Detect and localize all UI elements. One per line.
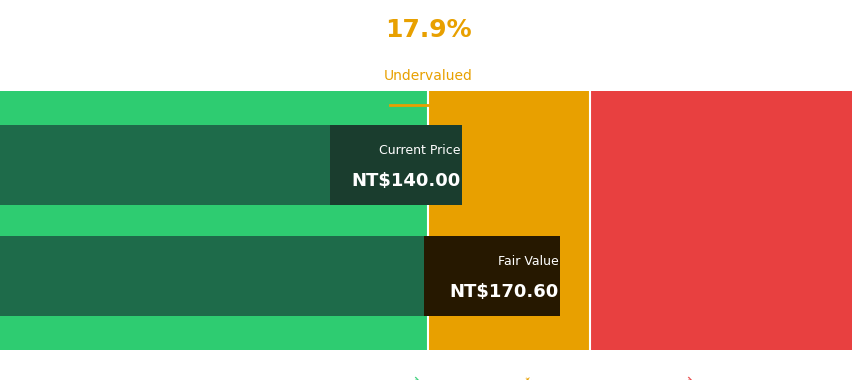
Text: Undervalued: Undervalued [383,69,472,83]
Bar [428,91,590,350]
Bar [423,236,560,316]
Bar [330,125,462,205]
Bar [0,125,428,205]
Text: Fair Value: Fair Value [498,255,558,268]
Text: 20% Overvalued: 20% Overvalued [624,375,696,380]
Text: 17.9%: 17.9% [384,18,471,43]
Text: 20% Undervalued: 20% Undervalued [346,375,423,380]
Bar [0,236,526,316]
Text: NT$140.00: NT$140.00 [351,172,460,190]
Bar [0,91,428,350]
Text: Current Price: Current Price [378,144,460,157]
Bar [590,91,852,350]
Text: About Right: About Right [482,375,535,380]
Text: NT$170.60: NT$170.60 [449,283,558,301]
